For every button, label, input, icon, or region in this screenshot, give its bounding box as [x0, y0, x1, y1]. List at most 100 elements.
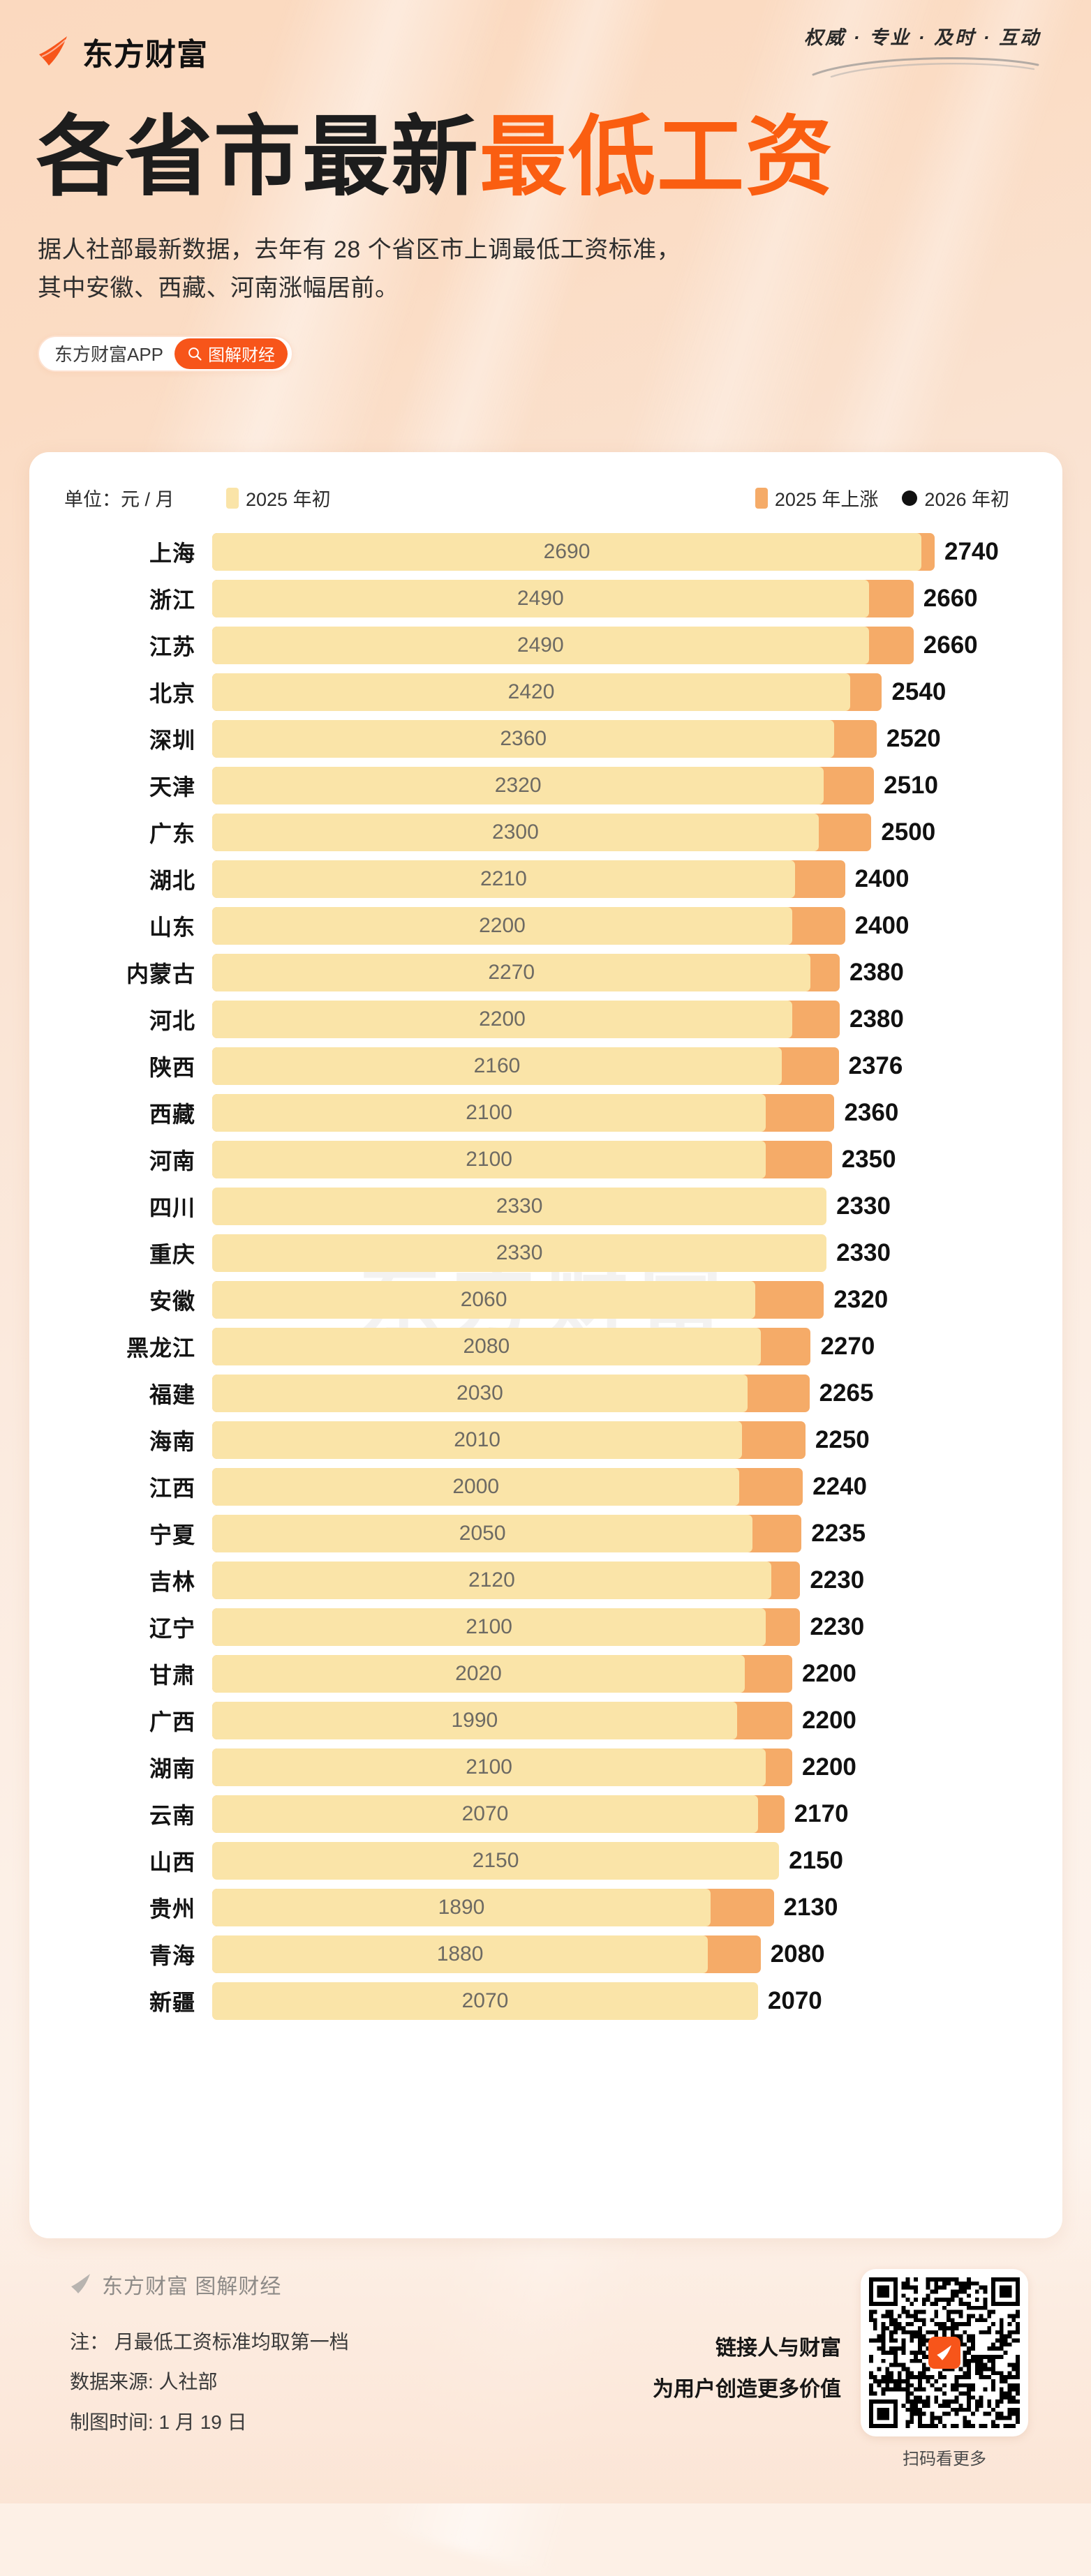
- row-province-label: 深圳: [149, 727, 195, 753]
- row-start-value: 2690: [543, 539, 591, 563]
- row-start-value: 2100: [466, 1100, 512, 1124]
- row-start-value: 2200: [479, 913, 526, 937]
- table-row: 湖北 2210 2400: [29, 855, 1062, 902]
- chart-rows: 上海 2690 2740 浙江 2490 2660 江苏 2490 2660 北京 2420 2540…: [29, 528, 1062, 2024]
- page-subtitle: 据人社部最新数据，去年有 28 个省区市上调最低工资标准， 其中安徽、西藏、河南…: [38, 231, 875, 308]
- row-province-label: 广西: [149, 1709, 195, 1735]
- row-end-value: 2265: [819, 1379, 874, 1407]
- chart-card: 东方财富 单位：元 / 月 2025 年初 2025 年上涨 2026 年初 上…: [29, 452, 1062, 2238]
- legend-item-2025-rise: 2025 年上涨: [755, 484, 879, 511]
- row-bar-base-segment: 1990: [212, 1701, 737, 1739]
- row-start-value: 2000: [452, 1474, 500, 1498]
- app-badge[interactable]: 东方财富APP 图解财经: [38, 335, 294, 372]
- row-start-value: 2070: [461, 1802, 509, 1825]
- table-row: 西藏 2100 2360: [29, 1089, 1062, 1136]
- row-bar-track: 2490 2660: [212, 579, 1062, 617]
- row-bar-track: 2070 2070: [212, 1982, 1062, 2020]
- row-province-label: 四川: [149, 1195, 195, 1220]
- row-end-value: 2740: [944, 537, 999, 565]
- table-row: 辽宁 2100 2230: [29, 1603, 1062, 1650]
- row-province-label: 北京: [149, 680, 195, 706]
- footer-slogan-line1: 链接人与财富: [715, 2337, 841, 2360]
- row-start-value: 2270: [488, 960, 535, 984]
- row-end-value: 2200: [802, 1659, 856, 1687]
- legend-swatch-2025-rise: [755, 487, 768, 509]
- row-province-label: 安徽: [149, 1288, 195, 1314]
- row-province-label: 重庆: [149, 1241, 195, 1267]
- row-start-value: 2150: [472, 1848, 519, 1872]
- brand-slogan-text: 权威 · 专业 · 及时 · 互动: [804, 27, 1041, 48]
- legend-right-group: 2025 年上涨 2026 年初: [755, 484, 1027, 511]
- table-row: 贵州 1890 2130: [29, 1884, 1062, 1931]
- row-bar-track: 2020 2200: [212, 1654, 1062, 1693]
- row-bar-track: 2080 2270: [212, 1327, 1062, 1365]
- row-bar-base-segment: 2100: [212, 1093, 766, 1132]
- row-bar-base-segment: 2330: [212, 1187, 827, 1225]
- row-bar-base-segment: 2120: [212, 1561, 771, 1599]
- table-row: 河南 2100 2350: [29, 1136, 1062, 1183]
- qr-code-icon[interactable]: [861, 2269, 1028, 2436]
- table-row: 福建 2030 2265: [29, 1370, 1062, 1416]
- row-end-value: 2230: [810, 1612, 865, 1640]
- table-row: 吉林 2120 2230: [29, 1557, 1062, 1603]
- row-start-value: 2160: [473, 1054, 521, 1077]
- chart-legend: 单位：元 / 月 2025 年初 2025 年上涨 2026 年初: [29, 452, 1062, 511]
- legend-label-2025-start: 2025 年初: [246, 489, 331, 510]
- legend-swatch-2025-start: [226, 487, 239, 509]
- row-bar-base-segment: 2150: [212, 1841, 780, 1880]
- swoosh-icon: [812, 57, 1039, 78]
- page-title-accent: 最低工资: [480, 109, 834, 206]
- table-row: 安徽 2060 2320: [29, 1276, 1062, 1323]
- row-end-value: 2400: [854, 864, 910, 892]
- footer-notes: 注： 月最低工资标准均取第一档 数据来源: 人社部 制图时间: 1 月 19 日: [70, 2322, 349, 2442]
- row-bar-track: 2000 2240: [212, 1467, 1062, 1506]
- row-end-value: 2240: [812, 1472, 867, 1500]
- row-start-value: 2330: [496, 1241, 543, 1264]
- qr-center-logo-icon: [928, 2337, 960, 2369]
- table-row: 上海 2690 2740: [29, 528, 1062, 575]
- row-province-label: 天津: [149, 774, 195, 800]
- row-province-label: 河南: [149, 1148, 195, 1174]
- unit-label: 单位：元 / 月: [64, 489, 175, 510]
- row-bar-base-segment: 2010: [212, 1421, 743, 1459]
- row-start-value: 1890: [438, 1895, 485, 1919]
- table-row: 海南 2010 2250: [29, 1416, 1062, 1463]
- row-province-label: 陕西: [149, 1054, 195, 1080]
- app-badge-pill[interactable]: 图解财经: [175, 338, 288, 369]
- row-start-value: 2070: [461, 1989, 509, 2012]
- row-province-label: 贵州: [149, 1896, 195, 1922]
- page-title: 各省市最新最低工资: [36, 109, 1091, 206]
- row-end-value: 2250: [815, 1425, 870, 1453]
- row-bar-base-segment: 2050: [212, 1514, 753, 1552]
- table-row: 甘肃 2020 2200: [29, 1650, 1062, 1697]
- legend-item-2025-start: 2025 年初: [226, 484, 331, 511]
- row-province-label: 上海: [149, 540, 195, 566]
- row-end-value: 2350: [841, 1145, 896, 1173]
- row-end-value: 2270: [820, 1332, 875, 1360]
- table-row: 广西 1990 2200: [29, 1697, 1062, 1744]
- row-province-label: 湖南: [149, 1755, 195, 1781]
- row-bar-base-segment: 2210: [212, 860, 795, 898]
- row-start-value: 2200: [479, 1007, 526, 1031]
- row-bar-base-segment: 2070: [212, 1982, 758, 2020]
- row-bar-base-segment: 2020: [212, 1654, 745, 1693]
- row-end-value: 2380: [849, 958, 904, 986]
- row-start-value: 1990: [451, 1708, 498, 1732]
- legend-label-2025-rise: 2025 年上涨: [774, 489, 879, 510]
- row-province-label: 宁夏: [149, 1522, 195, 1548]
- table-row: 青海 1880 2080: [29, 1931, 1062, 1977]
- row-province-label: 新疆: [149, 1989, 195, 2015]
- footer-slogan-line2: 为用户创造更多价值: [653, 2377, 841, 2401]
- row-start-value: 2420: [507, 680, 555, 703]
- row-bar-base-segment: 2100: [212, 1748, 766, 1786]
- row-bar-base-segment: 2320: [212, 766, 824, 804]
- row-start-value: 2100: [466, 1147, 512, 1171]
- row-end-value: 2660: [923, 584, 978, 612]
- row-bar-base-segment: 2300: [212, 813, 819, 851]
- row-start-value: 2010: [454, 1428, 500, 1451]
- row-province-label: 黑龙江: [126, 1335, 195, 1361]
- row-bar-track: 2160 2376: [212, 1047, 1062, 1085]
- table-row: 天津 2320 2510: [29, 762, 1062, 809]
- row-province-label: 山东: [149, 914, 195, 940]
- legend-dot-2026-start: [902, 490, 918, 506]
